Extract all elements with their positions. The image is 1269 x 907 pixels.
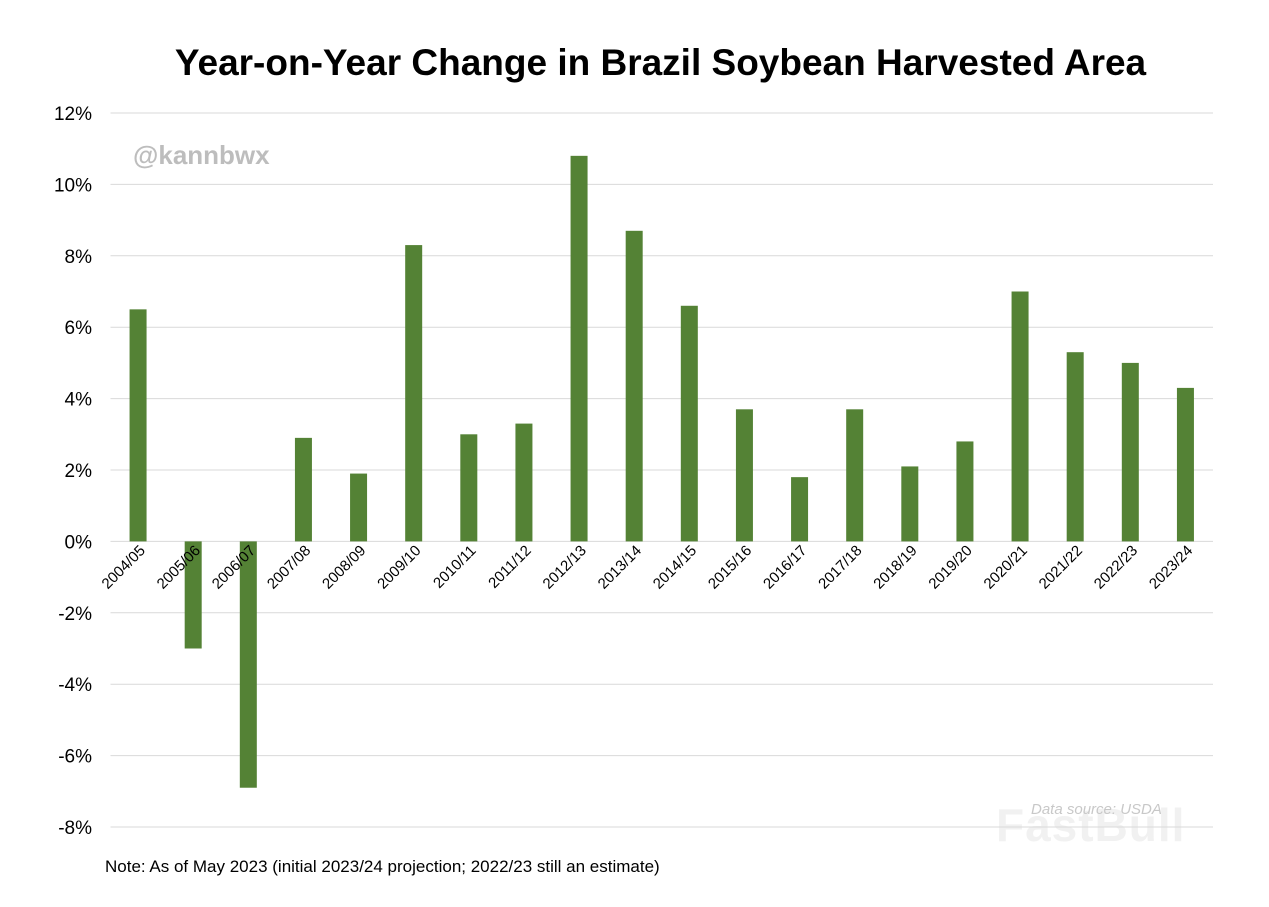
bar (405, 245, 423, 542)
bar (350, 473, 368, 542)
x-tick-label: 2008/09 (319, 542, 369, 592)
y-tick-label: 12% (54, 104, 92, 125)
x-tick-label: 2017/18 (815, 542, 865, 592)
y-tick-label: 10% (54, 175, 92, 196)
bar (846, 409, 864, 542)
data-source: Data source: USDA (1031, 801, 1162, 818)
bar (1066, 352, 1084, 542)
bar (680, 305, 698, 542)
x-tick-label: 2012/13 (540, 542, 590, 592)
x-tick-label: 2019/20 (925, 542, 975, 592)
x-tick-label: 2007/08 (264, 542, 314, 592)
bar (901, 466, 919, 542)
bar (956, 441, 974, 542)
author-handle: @kannbwx (133, 140, 270, 170)
bar (570, 155, 588, 542)
chart-note: Note: As of May 2023 (initial 2023/24 pr… (105, 857, 660, 876)
bar (460, 434, 478, 542)
x-tick-label: 2022/23 (1091, 542, 1141, 592)
y-tick-label: 4% (65, 390, 93, 411)
x-tick-label: 2014/15 (650, 542, 700, 592)
watermark-logo: FastBull (996, 799, 1186, 851)
x-tick-label: 2020/21 (981, 542, 1031, 592)
x-tick-label: 2021/22 (1036, 542, 1086, 592)
x-tick-label: 2023/24 (1146, 542, 1196, 592)
y-tick-label: -2% (58, 604, 92, 625)
y-tick-label: 8% (65, 247, 93, 268)
y-tick-label: 0% (65, 532, 93, 553)
bar (625, 230, 643, 542)
bar (294, 437, 312, 542)
y-tick-label: 2% (65, 461, 93, 482)
x-tick-label: 2016/17 (760, 542, 810, 592)
y-tick-label: -8% (58, 818, 92, 839)
bar (129, 309, 147, 542)
x-tick-label: 2004/05 (99, 542, 149, 592)
bar (1121, 362, 1139, 542)
y-tick-label: -4% (58, 675, 92, 696)
bar (239, 541, 257, 788)
x-tick-label: 2015/16 (705, 542, 755, 592)
bar (791, 477, 809, 542)
x-tick-label: 2013/14 (595, 542, 645, 592)
y-tick-label: 6% (65, 318, 93, 339)
x-tick-label: 2018/19 (870, 542, 920, 592)
bar (735, 409, 753, 542)
x-tick-label: 2010/11 (430, 542, 480, 592)
y-tick-label: -6% (58, 747, 92, 768)
bar (1176, 387, 1194, 542)
bar (515, 423, 533, 542)
chart-title: Year-on-Year Change in Brazil Soybean Ha… (174, 42, 1147, 83)
x-tick-label: 2009/10 (374, 542, 424, 592)
bar (184, 541, 202, 649)
bar (1011, 291, 1029, 542)
x-tick-label: 2011/12 (485, 542, 535, 592)
